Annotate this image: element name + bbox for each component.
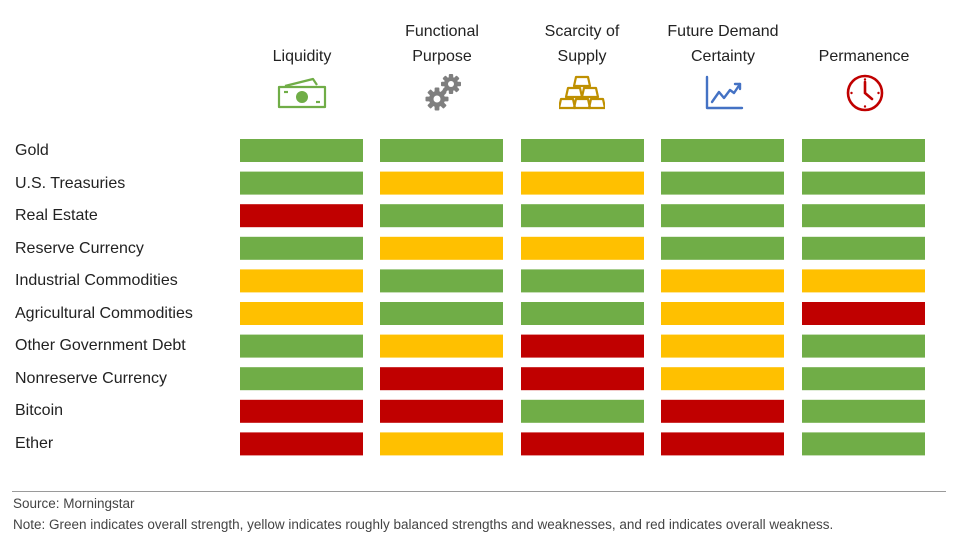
row-label-industrial-commodities: Industrial Commodities — [15, 272, 178, 289]
cell-bitcoin-scarcity-of-supply-green — [521, 399, 644, 423]
row-label-other-government-debt: Other Government Debt — [15, 337, 186, 354]
cell-u-s-treasuries-scarcity-of-supply-yellow — [521, 171, 644, 195]
cell-reserve-currency-permanence-green — [802, 236, 925, 260]
cell-other-government-debt-permanence-green — [802, 334, 925, 358]
row-label-bitcoin: Bitcoin — [15, 402, 64, 419]
cell-reserve-currency-scarcity-of-supply-yellow — [521, 236, 644, 260]
cell-reserve-currency-functional-purpose-yellow — [380, 236, 503, 260]
cell-bitcoin-future-demand-certainty-red — [661, 399, 784, 423]
footer-divider — [12, 491, 946, 492]
clock-icon — [846, 74, 884, 112]
cell-u-s-treasuries-functional-purpose-yellow — [380, 171, 503, 195]
cell-ether-future-demand-certainty-red — [661, 432, 784, 456]
cell-real-estate-permanence-green — [802, 204, 925, 228]
column-header-line2: Purpose — [412, 48, 472, 65]
cell-nonreserve-currency-permanence-green — [802, 367, 925, 391]
cell-gold-liquidity-green — [240, 139, 363, 162]
cell-ether-liquidity-red — [240, 432, 363, 456]
cell-bitcoin-functional-purpose-red — [380, 399, 503, 423]
cell-real-estate-functional-purpose-green — [380, 204, 503, 228]
cell-nonreserve-currency-liquidity-green — [240, 367, 363, 391]
row-label-nonreserve-currency: Nonreserve Currency — [15, 370, 168, 387]
column-header-line2: Supply — [557, 48, 607, 65]
column-header-line1: Functional — [405, 23, 479, 40]
row-label-gold: Gold — [15, 142, 49, 159]
footer-source: Source: Morningstar — [13, 496, 135, 511]
cell-agricultural-commodities-permanence-red — [802, 302, 925, 325]
cell-agricultural-commodities-future-demand-certainty-yellow — [661, 302, 784, 325]
cell-u-s-treasuries-future-demand-certainty-green — [661, 171, 784, 195]
column-header-scarcity-of-supply: Scarcity of Supply — [517, 19, 647, 69]
cell-other-government-debt-scarcity-of-supply-red — [521, 334, 644, 358]
cell-real-estate-future-demand-certainty-green — [661, 204, 784, 228]
cell-industrial-commodities-scarcity-of-supply-green — [521, 269, 644, 293]
cell-nonreserve-currency-scarcity-of-supply-red — [521, 367, 644, 391]
cell-industrial-commodities-future-demand-certainty-yellow — [661, 269, 784, 293]
column-header-future-demand-certainty: Future Demand Certainty — [658, 19, 788, 69]
cell-u-s-treasuries-liquidity-green — [240, 171, 363, 195]
cell-ether-scarcity-of-supply-red — [521, 432, 644, 456]
cell-agricultural-commodities-liquidity-yellow — [240, 302, 363, 325]
cell-agricultural-commodities-functional-purpose-green — [380, 302, 503, 325]
cell-other-government-debt-functional-purpose-yellow — [380, 334, 503, 358]
row-label-agricultural-commodities: Agricultural Commodities — [15, 305, 193, 322]
column-header-functional-purpose: Functional Purpose — [377, 19, 507, 69]
cell-reserve-currency-future-demand-certainty-green — [661, 236, 784, 260]
row-label-real-estate: Real Estate — [15, 207, 98, 224]
row-label-reserve-currency: Reserve Currency — [15, 240, 144, 257]
cell-bitcoin-liquidity-red — [240, 399, 363, 423]
gold-bars-icon — [559, 75, 605, 110]
cell-ether-functional-purpose-yellow — [380, 432, 503, 456]
cell-bitcoin-permanence-green — [802, 399, 925, 423]
cell-real-estate-scarcity-of-supply-green — [521, 204, 644, 228]
column-header-line2: Permanence — [818, 48, 910, 65]
row-label-ether: Ether — [15, 435, 54, 452]
line-chart-icon — [705, 75, 744, 110]
column-header-line1: Scarcity of — [544, 23, 620, 40]
cell-other-government-debt-liquidity-green — [240, 334, 363, 358]
money-icon — [277, 77, 327, 109]
column-header-line1: Future Demand — [667, 23, 779, 40]
cell-ether-permanence-green — [802, 432, 925, 456]
cell-gold-permanence-green — [802, 139, 925, 162]
cell-industrial-commodities-liquidity-yellow — [240, 269, 363, 293]
cell-gold-future-demand-certainty-green — [661, 139, 784, 162]
gears-icon — [425, 74, 461, 111]
cell-gold-scarcity-of-supply-green — [521, 139, 644, 162]
footer-note: Note: Green indicates overall strength, … — [13, 517, 834, 532]
cell-other-government-debt-future-demand-certainty-yellow — [661, 334, 784, 358]
column-header-permanence: Permanence — [799, 19, 929, 69]
cell-u-s-treasuries-permanence-green — [802, 171, 925, 195]
row-label-us-treasuries: U.S. Treasuries — [15, 175, 126, 192]
cell-gold-functional-purpose-green — [380, 139, 503, 162]
column-header-line2: Certainty — [690, 48, 756, 65]
cell-agricultural-commodities-scarcity-of-supply-green — [521, 302, 644, 325]
column-header-line2: Liquidity — [272, 48, 332, 65]
cell-real-estate-liquidity-red — [240, 204, 363, 228]
cell-industrial-commodities-functional-purpose-green — [380, 269, 503, 293]
column-header-liquidity: Liquidity — [237, 19, 367, 69]
cell-nonreserve-currency-future-demand-certainty-yellow — [661, 367, 784, 391]
cell-nonreserve-currency-functional-purpose-red — [380, 367, 503, 391]
cell-industrial-commodities-permanence-yellow — [802, 269, 925, 293]
cell-reserve-currency-liquidity-green — [240, 236, 363, 260]
